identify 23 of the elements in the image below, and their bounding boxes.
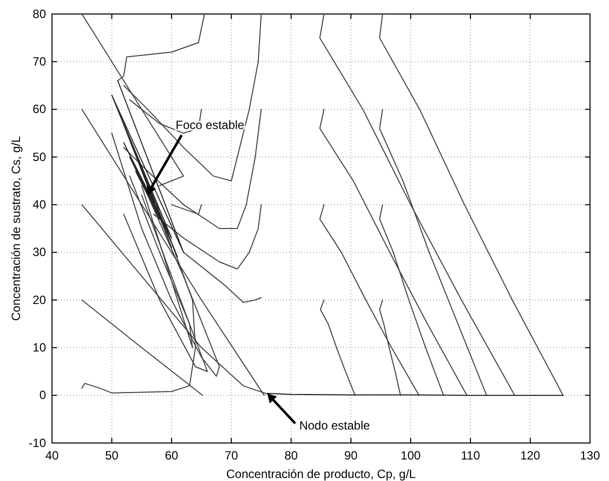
x-tick-label: 50 bbox=[105, 448, 119, 463]
x-tick-label: 80 bbox=[284, 448, 298, 463]
x-tick-label: 130 bbox=[580, 448, 600, 463]
x-axis-title: Concentración de producto, Cp, g/L bbox=[226, 467, 416, 481]
y-tick-label: 30 bbox=[32, 245, 46, 260]
x-tick-label: 90 bbox=[344, 448, 358, 463]
x-tick-label: 70 bbox=[224, 448, 238, 463]
y-tick-label: 20 bbox=[32, 292, 46, 307]
x-tick-label: 60 bbox=[164, 448, 179, 463]
x-tick-label: 100 bbox=[400, 448, 421, 463]
y-tick-label: 0 bbox=[39, 388, 46, 402]
y-tick-label: 60 bbox=[32, 102, 46, 116]
y-tick-label: 10 bbox=[32, 340, 46, 355]
y-tick-label: 80 bbox=[32, 6, 46, 21]
x-tick-label: 40 bbox=[45, 448, 59, 463]
annotation: Nodo estable bbox=[299, 418, 370, 432]
y-tick-label: 70 bbox=[32, 54, 46, 69]
y-tick-label: 50 bbox=[32, 150, 46, 164]
y-axis-title: Concentración de sustrato, Cs, g/L bbox=[9, 136, 23, 321]
x-tick-label: 110 bbox=[460, 448, 480, 463]
x-tick-label: 120 bbox=[520, 448, 541, 463]
y-tick-label: 40 bbox=[32, 198, 46, 212]
y-tick-label: -10 bbox=[28, 436, 46, 450]
